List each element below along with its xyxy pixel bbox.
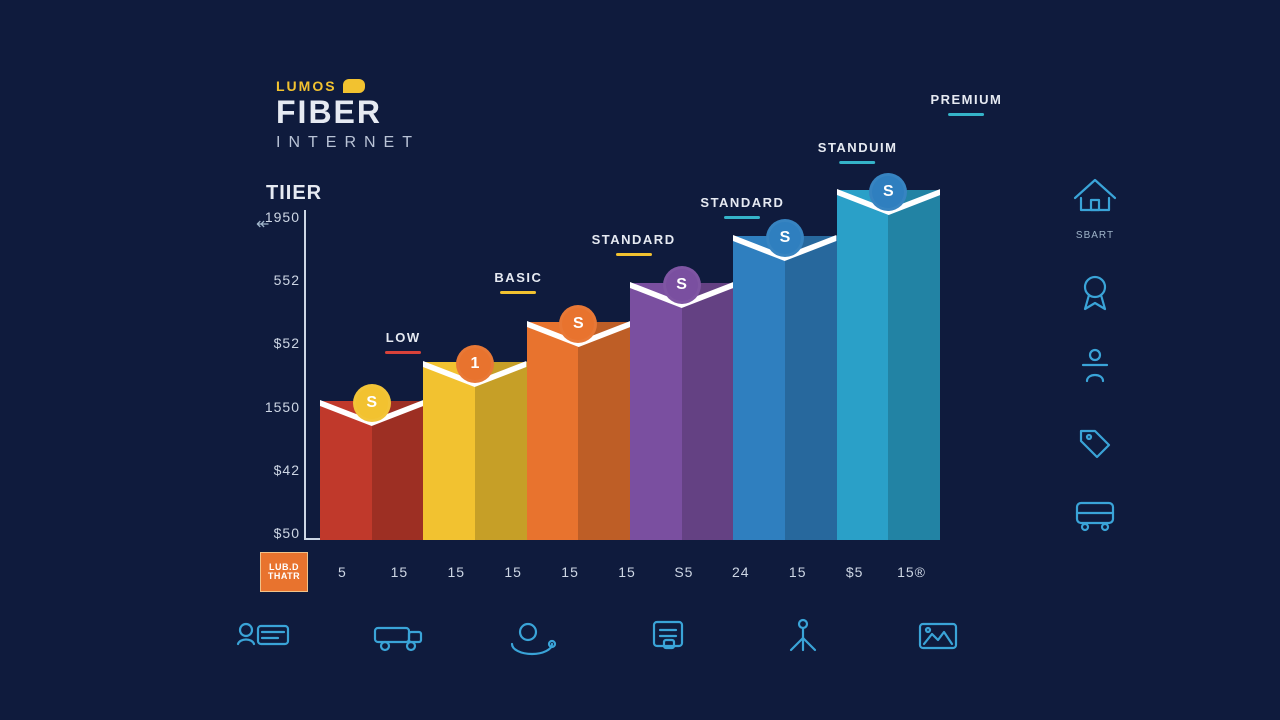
bus-icon bbox=[1063, 489, 1127, 537]
brand-sub: INTERNET bbox=[276, 134, 420, 152]
tripod-icon bbox=[771, 610, 835, 658]
side-icon-column: SBART bbox=[1060, 170, 1130, 537]
bar-badge: S bbox=[559, 305, 597, 343]
tier-underline bbox=[948, 113, 984, 116]
tag-icon bbox=[1063, 415, 1127, 463]
badge-icon bbox=[1063, 267, 1127, 315]
tier-label-5: STANDUIM bbox=[818, 140, 898, 164]
x-tick-label: 15 bbox=[542, 564, 599, 580]
person-card-icon bbox=[230, 610, 294, 658]
bar-badge: S bbox=[766, 219, 804, 257]
brand-block: LUMOS FIBER INTERNET bbox=[276, 78, 420, 152]
bar-badge: 1 bbox=[456, 345, 494, 383]
bar-6: S bbox=[837, 210, 940, 540]
y-axis-ticks: 1950 552 $52 1550 $42 $50 bbox=[240, 210, 300, 540]
x-tick-label: 15 bbox=[428, 564, 485, 580]
bar-4: S bbox=[630, 210, 733, 540]
chart-plot-area: S1SSSS bbox=[320, 210, 940, 540]
x-tick-label: $5 bbox=[826, 564, 883, 580]
bar-badge: S bbox=[353, 384, 391, 422]
x-tick-label: 24 bbox=[712, 564, 769, 580]
bar-1: S bbox=[320, 210, 423, 540]
brand-logo-icon bbox=[343, 79, 365, 93]
y-axis-line bbox=[304, 210, 306, 540]
side-caption: SBART bbox=[1076, 230, 1114, 241]
tier-label-text: STANDUIM bbox=[818, 140, 898, 155]
y-tick-label: $50 bbox=[240, 526, 300, 540]
bar-body: S bbox=[733, 236, 836, 540]
y-tick-label: $52 bbox=[240, 336, 300, 350]
bar-body: S bbox=[527, 322, 630, 540]
y-tick-label: 1550 bbox=[240, 400, 300, 414]
y-tick-label: 552 bbox=[240, 273, 300, 287]
document-icon bbox=[636, 610, 700, 658]
y-axis-title: TIIER bbox=[266, 182, 322, 205]
bar-badge: S bbox=[869, 173, 907, 211]
x-strip-boxed: LUB.DTHATR bbox=[260, 552, 308, 592]
x-tick-label: 5 bbox=[314, 564, 371, 580]
x-tick-label: 15 bbox=[371, 564, 428, 580]
bar-body: 1 bbox=[423, 362, 526, 540]
x-tick-label: 15 bbox=[769, 564, 826, 580]
bar-body: S bbox=[320, 401, 423, 540]
figure-icon bbox=[1063, 341, 1127, 389]
x-tick-label: 15 bbox=[485, 564, 542, 580]
x-tick-label: 15® bbox=[883, 564, 940, 580]
sun-cycle-icon bbox=[500, 610, 564, 658]
bar-2: 1 bbox=[423, 210, 526, 540]
bar-badge: S bbox=[663, 266, 701, 304]
feature-icon-row bbox=[230, 610, 970, 658]
tier-underline bbox=[840, 161, 876, 164]
bar-5: S bbox=[733, 210, 836, 540]
x-tick-label: S5 bbox=[655, 564, 712, 580]
tier-label-text: PREMIUM bbox=[930, 92, 1002, 107]
y-tick-label: 1950 bbox=[240, 210, 300, 224]
house-icon bbox=[1063, 170, 1127, 218]
x-tick-label: 15 bbox=[599, 564, 656, 580]
tier-label-6: PREMIUM bbox=[930, 92, 1002, 116]
vehicle-icon bbox=[365, 610, 429, 658]
x-axis-strip: LUB.DTHATR51515151515S52415$515® bbox=[260, 552, 940, 592]
brand-main: FIBER bbox=[276, 96, 420, 130]
brand-logo-text: LUMOS bbox=[276, 78, 337, 94]
bar-body: S bbox=[837, 190, 940, 540]
bar-body: S bbox=[630, 283, 733, 540]
tier-bar-chart: TIIER ↞ 1950552$521550$42$50 S1SSSS bbox=[260, 210, 940, 540]
scene-icon bbox=[906, 610, 970, 658]
y-tick-label: $42 bbox=[240, 463, 300, 477]
tier-label-text: STANDARD bbox=[700, 195, 784, 210]
bar-3: S bbox=[527, 210, 630, 540]
